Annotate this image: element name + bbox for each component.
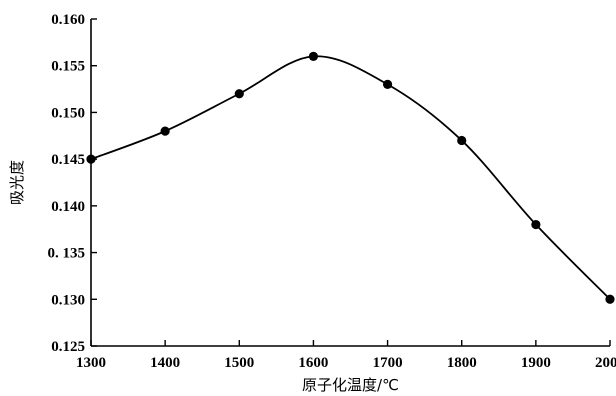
x-axis-title: 原子化温度/℃: [302, 376, 399, 394]
data-point: [234, 89, 244, 99]
x-tick-label: 1600: [298, 355, 328, 371]
data-point: [531, 219, 541, 230]
y-tick-label: 0.150: [51, 105, 85, 121]
y-tick-label: 0.160: [51, 12, 85, 28]
y-tick-label: 0. 135: [48, 246, 86, 262]
x-tick-label: 1800: [447, 355, 477, 371]
x-tick-label: 1300: [76, 355, 106, 371]
x-tick-label: 1500: [224, 355, 254, 371]
y-axis-title: 吸光度: [8, 160, 26, 205]
y-tick-label: 0.140: [51, 199, 85, 215]
data-point: [605, 294, 615, 304]
y-tick-label: 0.145: [51, 152, 85, 168]
y-tick-label: 0.130: [51, 292, 85, 308]
data-point: [308, 51, 319, 61]
data-point: [160, 126, 170, 136]
y-axis-ticks: 0.125 0.130 0. 135 0.140 0.145 0.150 0.155 0.16…: [48, 12, 97, 355]
x-tick-label: 2000: [595, 355, 616, 371]
data-point: [457, 135, 467, 146]
x-tick-label: 1900: [521, 355, 551, 371]
x-axis-ticks: 1300 1400 1500 1600 1700 1800 1900 2000: [76, 340, 616, 371]
x-tick-label: 1400: [150, 355, 180, 371]
y-tick-label: 0.125: [51, 339, 85, 355]
data-points: [86, 51, 615, 304]
data-point: [382, 79, 393, 89]
y-tick-label: 0.155: [51, 59, 85, 75]
x-tick-label: 1700: [373, 355, 403, 371]
series-line: [90, 55, 611, 300]
